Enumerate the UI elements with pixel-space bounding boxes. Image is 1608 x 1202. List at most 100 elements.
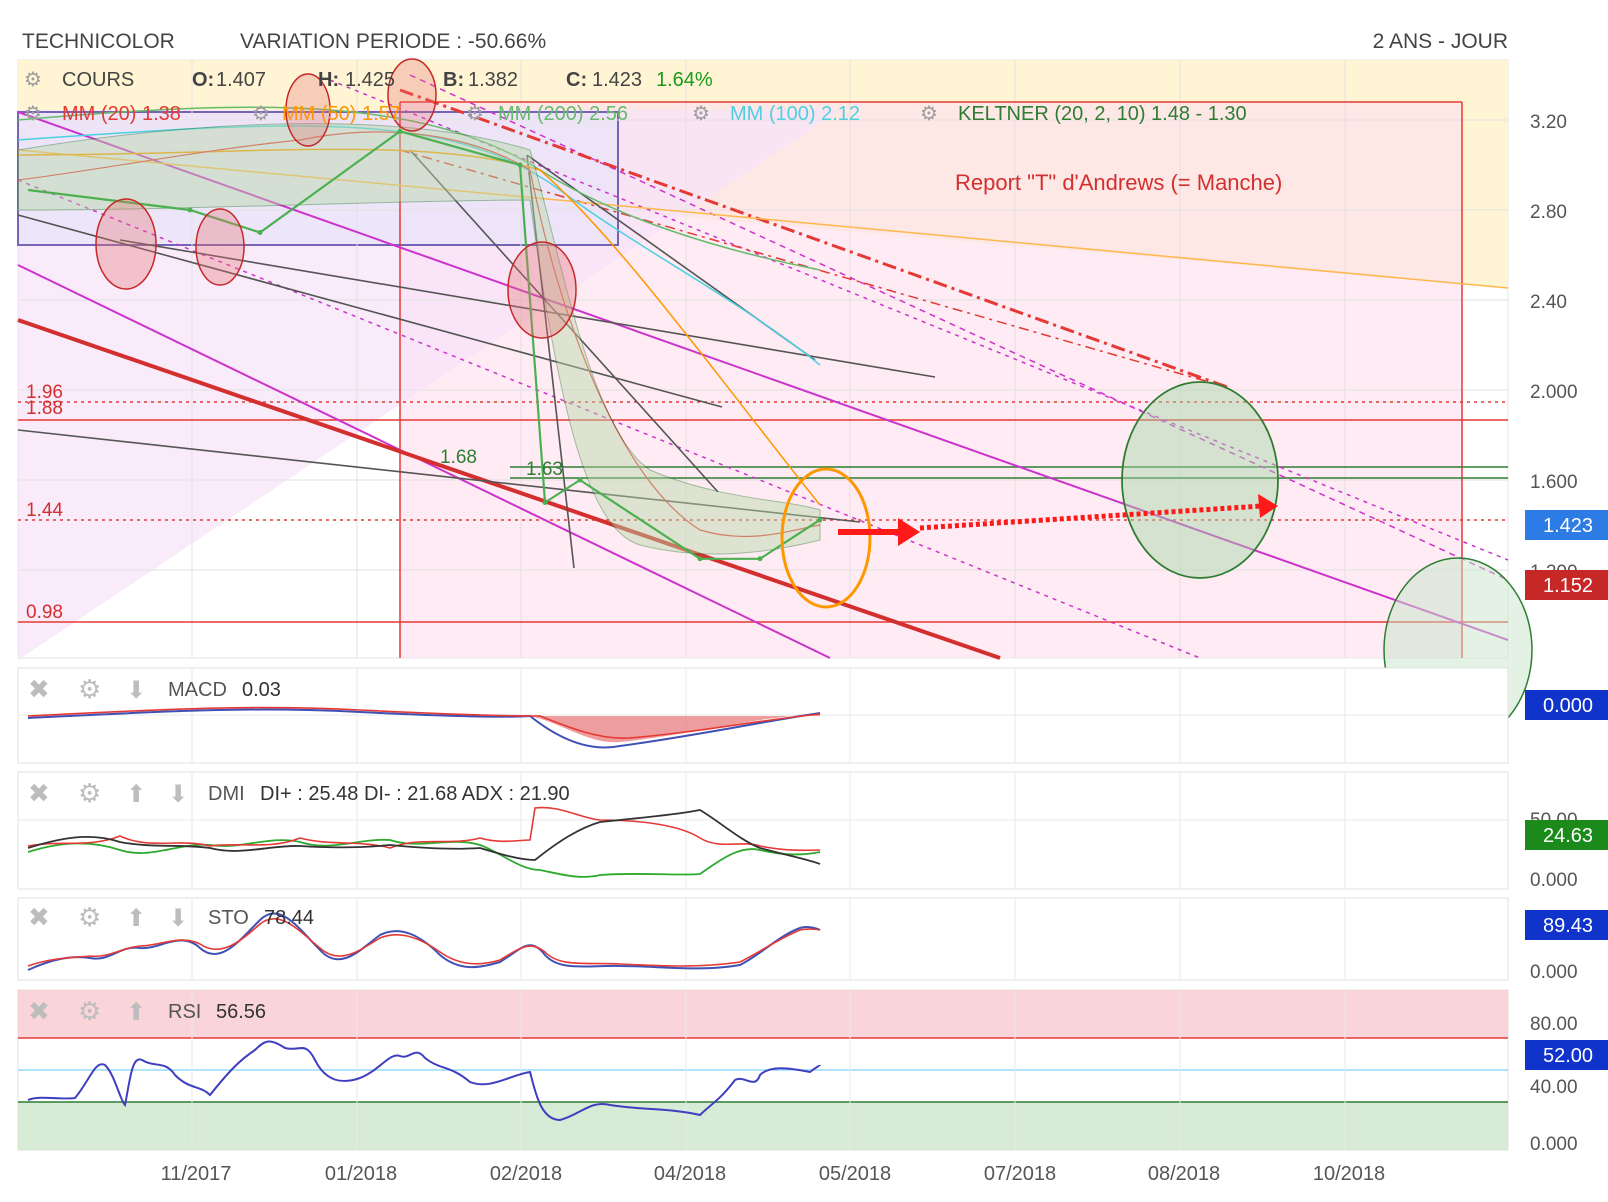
price-point [542,500,548,505]
current-zone-circle [780,467,872,609]
svg-text:80.00: 80.00 [1530,1014,1578,1035]
level-188-label: 1.88 [26,398,63,419]
macd-value: 0.03 [242,679,281,701]
price-point [187,207,193,213]
svg-text:1.152: 1.152 [1543,575,1593,597]
level-lines [18,401,1508,623]
rsi-overbought-zone [18,990,1508,1038]
low-value: 1.382 [468,69,518,91]
gear-icon[interactable]: ⚙ [78,674,101,704]
close-icon[interactable]: ✖ [28,674,50,704]
gear-icon[interactable]: ⚙ [78,996,101,1026]
gear-icon[interactable]: ⚙ [252,103,270,125]
svg-text:52.00: 52.00 [1543,1045,1593,1067]
svg-text:0.000: 0.000 [1530,962,1578,983]
level-144-label: 1.44 [26,500,63,521]
trendlines [17,149,936,569]
rsi-oversold-zone [18,1102,1508,1150]
svg-text:24.63: 24.63 [1543,825,1593,847]
svg-text:C:: C: [566,69,587,91]
arrow-right-icon [898,518,920,546]
svg-text:40.00: 40.00 [1530,1077,1578,1098]
price-point [577,477,583,483]
close-icon[interactable]: ✖ [28,778,50,808]
svg-text:89.43: 89.43 [1543,915,1593,937]
svg-text:H:: H: [318,69,339,91]
price-point [397,128,403,134]
gear-icon[interactable]: ⚙ [78,902,101,932]
x-axis: 11/2017 01/2018 02/2018 04/2018 05/2018 … [161,1163,1386,1185]
mm20-label: MM (20) 1.38 [62,103,181,125]
gear-icon[interactable]: ⚙ [692,103,710,125]
period-label: 2 ANS - JOUR [1373,30,1508,53]
projection-arrows [838,494,1278,546]
move-up-icon[interactable]: ⬆ [126,905,146,932]
svg-text:1.423: 1.423 [1543,515,1593,537]
macd-badge [1525,690,1608,720]
svg-text:02/2018: 02/2018 [490,1163,562,1185]
svg-text:01/2018: 01/2018 [325,1163,397,1185]
sto-value: 78.44 [264,907,314,929]
ohlc-legend: ⚙ COURS O: 1.407 H: 1.425 B: 1.382 C: 1.… [24,69,713,91]
dmi-panel: ✖ ⚙ ⬆ ⬇ DMI DI+ : 25.48 DI- : 21.68 ADX … [17,771,1608,891]
gear-icon[interactable]: ⚙ [920,103,938,125]
level-098-label: 0.98 [26,602,63,623]
move-down-icon[interactable]: ⬇ [168,905,188,932]
price-point [257,230,263,235]
price-series [27,130,821,560]
price-panel [17,59,1509,660]
svg-text:2.40: 2.40 [1530,292,1567,313]
macd-label: MACD [168,679,227,701]
moving-averages [17,106,821,538]
gear-icon[interactable]: ⚙ [466,103,484,125]
rsi-panel: ✖ ⚙ ⬆ RSI 56.56 80.00 40.00 0.000 52.00 [17,989,1608,1155]
gear-icon[interactable]: ⚙ [24,103,42,125]
andrews-annotation: Report "T" d'Andrews (= Manche) [955,170,1282,195]
move-up-icon[interactable]: ⬆ [126,781,146,808]
macd-panel: ✖ ⚙ ⬇ MACD 0.03 0.000 [17,667,1608,764]
svg-text:0.000: 0.000 [1543,695,1593,717]
move-down-icon[interactable]: ⬇ [126,677,146,704]
red-level-badge [1525,570,1608,600]
svg-text:0.000: 0.000 [1530,1134,1578,1155]
mm100-label: MM (100) 2.12 [730,103,860,125]
mm50-label: MM (50) 1.57 [282,103,401,125]
svg-text:04/2018: 04/2018 [654,1163,726,1185]
open-value: 1.407 [216,69,266,91]
dmi-label: DMI [208,783,245,805]
price-point [757,556,763,562]
cours-label: COURS [62,69,134,91]
move-up-icon[interactable]: ⬆ [126,999,146,1026]
close-value: 1.423 [592,69,642,91]
sto-panel: ✖ ⚙ ⬆ ⬇ STO 78.44 0.000 89.43 [17,897,1608,983]
svg-text:O:: O: [192,69,214,91]
gear-icon[interactable]: ⚙ [78,778,101,808]
dmi-badge [1525,820,1608,850]
move-down-icon[interactable]: ⬇ [168,781,188,808]
keltner-band [17,123,821,555]
variation-text: VARIATION PERIODE : -50.66% [240,30,546,53]
gear-icon[interactable]: ⚙ [24,69,42,91]
close-icon[interactable]: ✖ [28,996,50,1026]
mm200-label: MM (200) 2.56 [498,103,628,125]
resistance-line [399,88,1231,390]
instrument-title: TECHNICOLOR [22,30,175,53]
level-168-label: 1.68 [440,447,477,468]
indicator-legend: ⚙ MM (20) 1.38 ⚙ MM (50) 1.57 ⚙ MM (200)… [24,103,1247,125]
close-icon[interactable]: ✖ [28,902,50,932]
svg-text:05/2018: 05/2018 [819,1163,891,1185]
svg-text:0.000: 0.000 [1530,870,1578,891]
rsi-label: RSI [168,1001,201,1023]
svg-text:2.80: 2.80 [1530,202,1567,223]
keltner-label: KELTNER (20, 2, 10) 1.48 - 1.30 [958,103,1247,125]
level-163-label: 1.63 [526,459,563,480]
price-point [517,162,523,168]
high-value: 1.425 [345,69,395,91]
price-point [697,556,703,562]
rsi-badge [1525,1040,1608,1070]
rsi-value: 56.56 [216,1001,266,1023]
target-zone-circle [1121,381,1279,579]
dmi-value: DI+ : 25.48 DI- : 21.68 ADX : 21.90 [260,783,570,805]
last-price-badge [1525,510,1608,540]
